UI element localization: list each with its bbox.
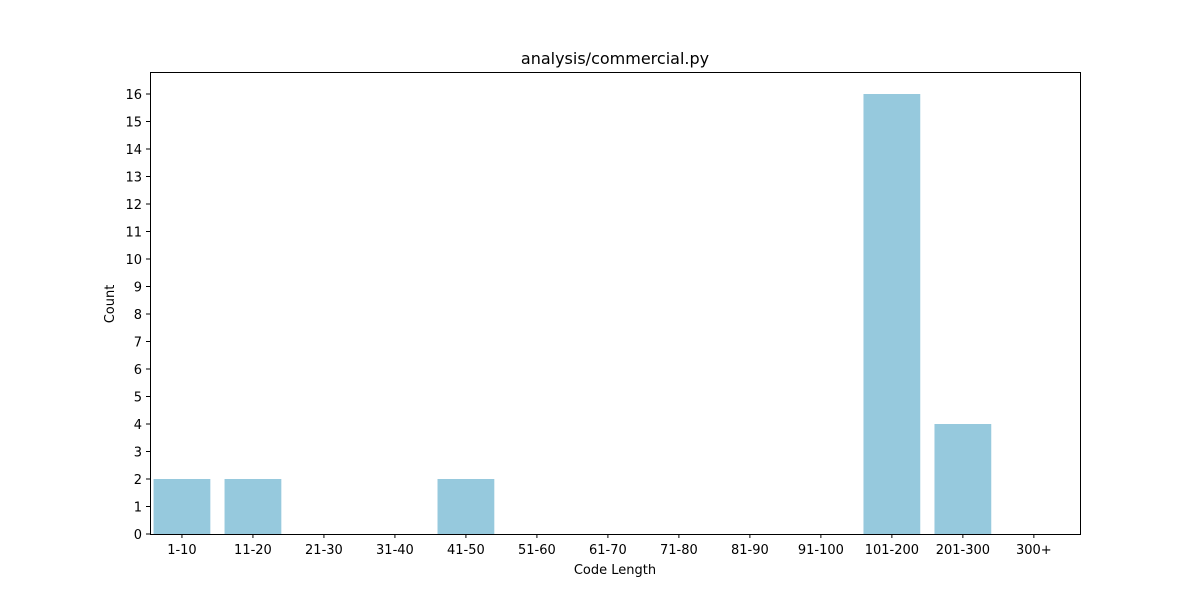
y-tick-label: 12 [125,198,142,213]
y-axis-label: Count [103,285,118,324]
bar-101-200 [863,94,921,534]
x-tick-label: 21-30 [305,543,343,558]
y-tick-label: 3 [134,446,142,461]
x-tick-label: 101-200 [865,543,919,558]
y-tick-label: 2 [134,473,142,488]
y-tick-label: 10 [125,253,142,268]
y-tick-label: 14 [125,143,142,158]
x-tick-label: 81-90 [731,543,769,558]
bar-41-50 [437,479,495,534]
bar-1-10 [153,479,211,534]
ticks-layer: 1-10 11-20 21-30 31-40 41-50 51-60 61-70 71-80 8… [125,88,1051,558]
bar-11-20 [224,479,282,534]
bars-layer [153,94,992,534]
x-axis-label: Code Length [574,563,656,578]
y-tick-label: 13 [125,171,142,186]
y-tick-label: 0 [134,528,142,543]
y-tick-label: 1 [134,501,142,516]
y-tick-label: 9 [134,281,142,296]
x-tick-label: 11-20 [234,543,272,558]
y-tick-label: 11 [125,226,142,241]
x-tick-label: 201-300 [936,543,990,558]
x-tick-label: 1-10 [167,543,197,558]
x-tick-label: 61-70 [589,543,627,558]
y-tick-label: 5 [134,391,142,406]
plot-area-frame [150,72,1081,535]
x-tick-label: 71-80 [660,543,698,558]
x-tick-label: 31-40 [376,543,414,558]
y-tick-label: 8 [134,308,142,323]
x-tick-label: 51-60 [518,543,556,558]
y-tick-label: 16 [125,88,142,103]
y-tick-label: 6 [134,363,142,378]
x-tick-label: 41-50 [447,543,485,558]
y-tick-label: 15 [125,116,142,131]
y-tick-label: 4 [134,418,142,433]
y-tick-label: 7 [134,336,142,351]
bar-201-300 [934,424,992,534]
x-tick-label: 300+ [1016,543,1052,558]
x-tick-label: 91-100 [798,543,844,558]
chart-title: analysis/commercial.py [521,49,709,68]
